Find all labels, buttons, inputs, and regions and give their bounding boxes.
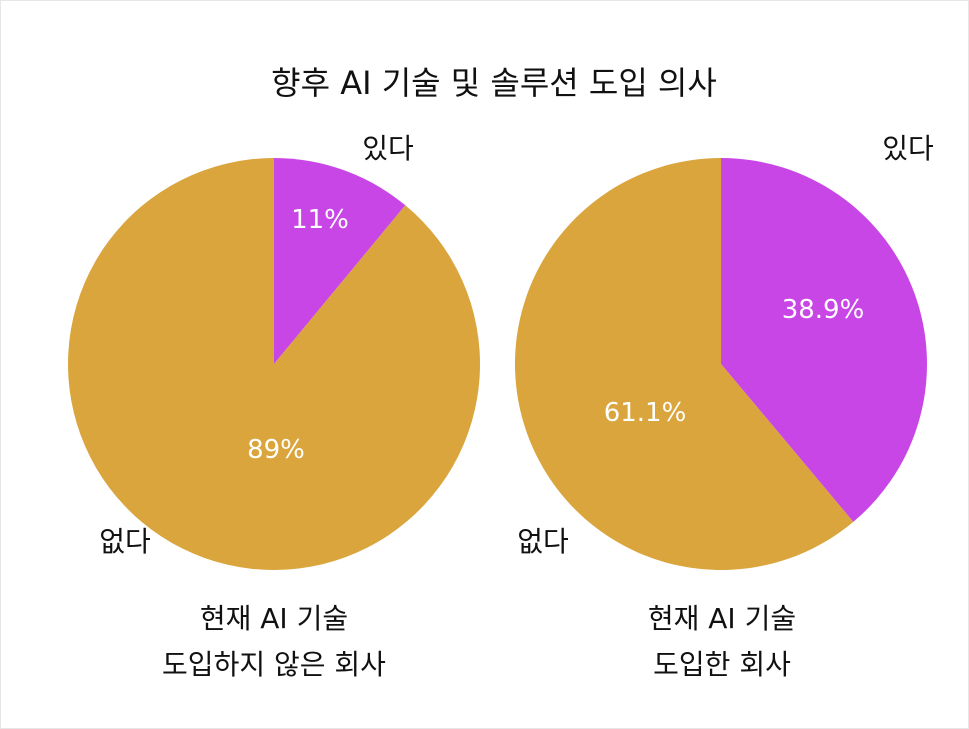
slice-category-label: 없다 — [99, 525, 151, 558]
slice-value-label: 11% — [291, 205, 349, 235]
caption-line: 도입한 회사 — [653, 648, 791, 681]
slice-category-label: 있다 — [362, 132, 414, 165]
slice-category-label: 있다 — [882, 132, 934, 165]
caption-line: 현재 AI 기술 — [199, 602, 349, 635]
slice-value-label: 38.9% — [782, 295, 865, 325]
caption-line: 현재 AI 기술 — [647, 602, 797, 635]
chart-title: 향후 AI 기술 및 솔루션 도입 의사 — [271, 64, 717, 102]
pie-caption-left: 현재 AI 기술 도입하지 않은 회사 — [124, 596, 424, 688]
slice-category-label: 없다 — [517, 525, 569, 558]
pie-slice-yes — [274, 158, 406, 364]
pie-slice-no — [68, 158, 480, 570]
pie-slice-yes — [721, 158, 927, 522]
pie-caption-right: 현재 AI 기술 도입한 회사 — [572, 596, 872, 688]
pie-slice-no — [514, 158, 854, 570]
slice-value-label: 61.1% — [604, 398, 687, 428]
caption-line: 도입하지 않은 회사 — [162, 648, 386, 681]
slice-value-label: 89% — [247, 435, 305, 465]
